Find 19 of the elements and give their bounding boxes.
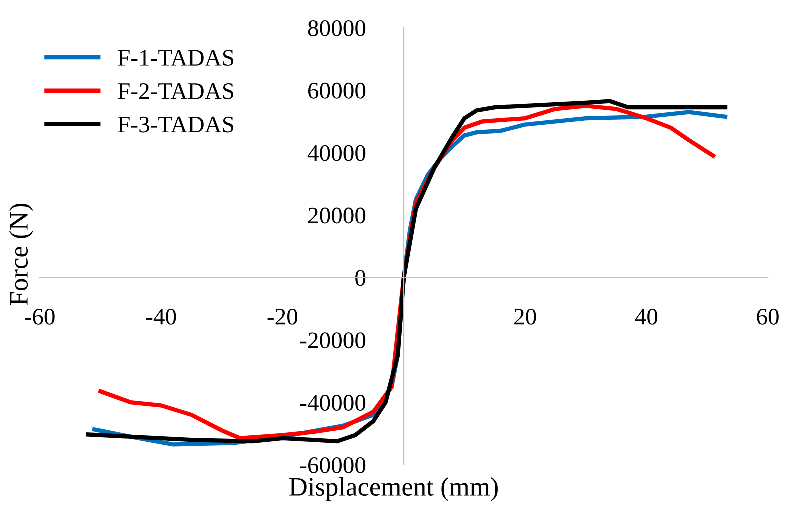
y-tick-label: -40000 (300, 395, 366, 411)
y-tick-label: 0 (356, 270, 366, 286)
x-tick-label: 40 (635, 308, 658, 325)
y-tick-label: 80000 (308, 20, 366, 36)
y-tick-label: -20000 (300, 332, 366, 349)
y-tick-label: -60000 (300, 457, 366, 474)
legend-label: F-1-TADAS (118, 50, 234, 66)
x-tick-label: -20 (268, 308, 298, 325)
x-tick-label: -60 (25, 308, 55, 325)
legend-label: F-3-TADAS (118, 116, 234, 133)
x-tick-label: 20 (514, 308, 536, 325)
legend-label: F-2-TADAS (118, 84, 234, 100)
y-axis-title: Force (N) (9, 204, 34, 306)
y-tick-label: 60000 (308, 82, 366, 99)
x-tick-label: 60 (757, 308, 779, 325)
x-tick-label: -40 (146, 308, 176, 325)
x-axis-title: Displacement (mm) (290, 477, 498, 502)
y-tick-label: 40000 (308, 145, 366, 162)
y-tick-label: 20000 (308, 208, 366, 224)
